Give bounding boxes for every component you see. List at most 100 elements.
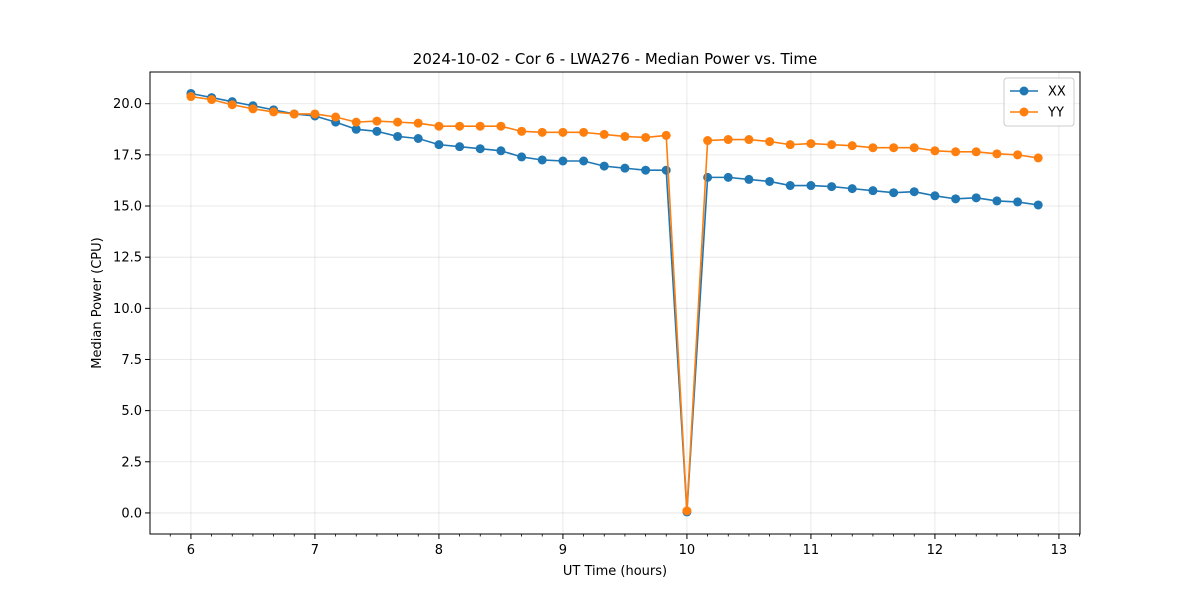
y-tick-label: 2.5 bbox=[121, 455, 142, 470]
data-point-xx bbox=[765, 176, 775, 186]
legend-label-xx: XX bbox=[1048, 85, 1066, 100]
y-tick-label: 20.0 bbox=[113, 97, 142, 112]
y-tick-label: 10.0 bbox=[113, 302, 142, 317]
data-point-yy bbox=[744, 135, 754, 145]
data-point-yy bbox=[992, 149, 1002, 159]
data-point-yy bbox=[579, 127, 589, 137]
data-point-xx bbox=[434, 140, 444, 150]
data-point-yy bbox=[331, 112, 341, 122]
data-point-xx bbox=[703, 172, 713, 182]
y-tick-label: 17.5 bbox=[113, 148, 142, 163]
data-point-yy bbox=[269, 107, 279, 117]
legend-items: XX YY bbox=[1010, 85, 1066, 121]
data-point-xx bbox=[351, 124, 361, 134]
data-point-xx bbox=[372, 126, 382, 136]
data-point-xx bbox=[930, 191, 940, 201]
series-layer bbox=[186, 88, 1043, 517]
data-point-xx bbox=[847, 184, 857, 194]
data-point-yy bbox=[971, 147, 981, 157]
x-tick-label: 8 bbox=[435, 543, 443, 558]
data-point-yy bbox=[765, 137, 775, 147]
x-tick-label: 12 bbox=[927, 543, 944, 558]
data-point-yy bbox=[248, 104, 258, 114]
legend-marker-xx bbox=[1019, 86, 1029, 96]
data-point-xx bbox=[661, 165, 671, 175]
data-point-yy bbox=[351, 117, 361, 127]
data-point-yy bbox=[393, 117, 403, 127]
data-point-xx bbox=[620, 163, 630, 173]
data-point-yy bbox=[1033, 153, 1043, 163]
data-point-yy bbox=[289, 109, 299, 119]
data-point-yy bbox=[682, 506, 692, 516]
x-tick-label: 11 bbox=[803, 543, 820, 558]
data-point-xx bbox=[723, 172, 733, 182]
series-yy bbox=[186, 92, 1043, 516]
data-point-xx bbox=[413, 133, 423, 143]
data-point-yy bbox=[537, 127, 547, 137]
data-point-xx bbox=[1033, 200, 1043, 210]
data-point-xx bbox=[971, 193, 981, 203]
data-point-xx bbox=[558, 156, 568, 166]
data-point-yy bbox=[186, 92, 196, 102]
data-point-yy bbox=[889, 143, 899, 153]
data-point-yy bbox=[785, 140, 795, 150]
data-point-xx bbox=[599, 161, 609, 171]
legend: XX YY bbox=[1003, 77, 1075, 127]
data-point-yy bbox=[599, 129, 609, 139]
data-point-yy bbox=[806, 139, 816, 149]
data-point-yy bbox=[827, 140, 837, 150]
data-point-yy bbox=[620, 131, 630, 141]
data-point-yy bbox=[847, 141, 857, 151]
data-point-yy bbox=[227, 100, 237, 110]
data-point-yy bbox=[558, 127, 568, 137]
data-point-yy bbox=[1013, 150, 1023, 160]
legend-item-yy: YY bbox=[1010, 106, 1064, 121]
data-point-xx bbox=[827, 182, 837, 192]
x-axis: 6 7 8 9 10 11 12 13 bbox=[169, 534, 1080, 558]
data-point-xx bbox=[393, 131, 403, 141]
data-point-xx bbox=[785, 181, 795, 191]
y-tick-label: 7.5 bbox=[121, 353, 142, 368]
data-point-yy bbox=[909, 143, 919, 153]
data-point-xx bbox=[475, 144, 485, 154]
data-point-xx bbox=[806, 181, 816, 191]
legend-item-xx: XX bbox=[1010, 85, 1066, 100]
chart-title: 2024-10-02 - Cor 6 - LWA276 - Median Pow… bbox=[413, 50, 817, 68]
legend-marker-yy bbox=[1019, 107, 1029, 117]
y-axis: 0.0 2.5 5.0 7.5 10.0 12.5 15.0 17.5 20.0 bbox=[113, 97, 150, 521]
y-tick-label: 12.5 bbox=[113, 251, 142, 266]
data-point-xx bbox=[496, 146, 506, 156]
data-point-xx bbox=[744, 174, 754, 184]
x-tick-label: 6 bbox=[187, 543, 195, 558]
data-point-xx bbox=[517, 152, 527, 162]
data-point-xx bbox=[889, 188, 899, 198]
data-point-yy bbox=[868, 143, 878, 153]
data-point-xx bbox=[992, 196, 1002, 206]
data-point-xx bbox=[1013, 197, 1023, 207]
y-tick-label: 0.0 bbox=[121, 506, 142, 521]
data-point-xx bbox=[951, 194, 961, 204]
x-axis-label: UT Time (hours) bbox=[563, 564, 667, 579]
data-point-yy bbox=[207, 95, 217, 105]
data-point-yy bbox=[723, 135, 733, 145]
y-tick-label: 15.0 bbox=[113, 200, 142, 215]
y-tick-label: 5.0 bbox=[121, 404, 142, 419]
data-point-xx bbox=[455, 142, 465, 152]
data-point-yy bbox=[434, 121, 444, 131]
data-point-xx bbox=[579, 156, 589, 166]
data-point-yy bbox=[496, 121, 506, 131]
data-point-yy bbox=[930, 146, 940, 156]
data-point-yy bbox=[310, 109, 320, 119]
x-tick-label: 9 bbox=[559, 543, 567, 558]
data-point-yy bbox=[641, 132, 651, 142]
data-point-yy bbox=[372, 116, 382, 126]
data-point-yy bbox=[951, 147, 961, 157]
data-point-yy bbox=[455, 121, 465, 131]
y-axis-label: Median Power (CPU) bbox=[90, 237, 105, 368]
x-tick-label: 13 bbox=[1051, 543, 1068, 558]
data-point-xx bbox=[868, 186, 878, 196]
data-point-yy bbox=[517, 126, 527, 136]
x-tick-label: 10 bbox=[679, 543, 696, 558]
data-point-yy bbox=[413, 118, 423, 128]
